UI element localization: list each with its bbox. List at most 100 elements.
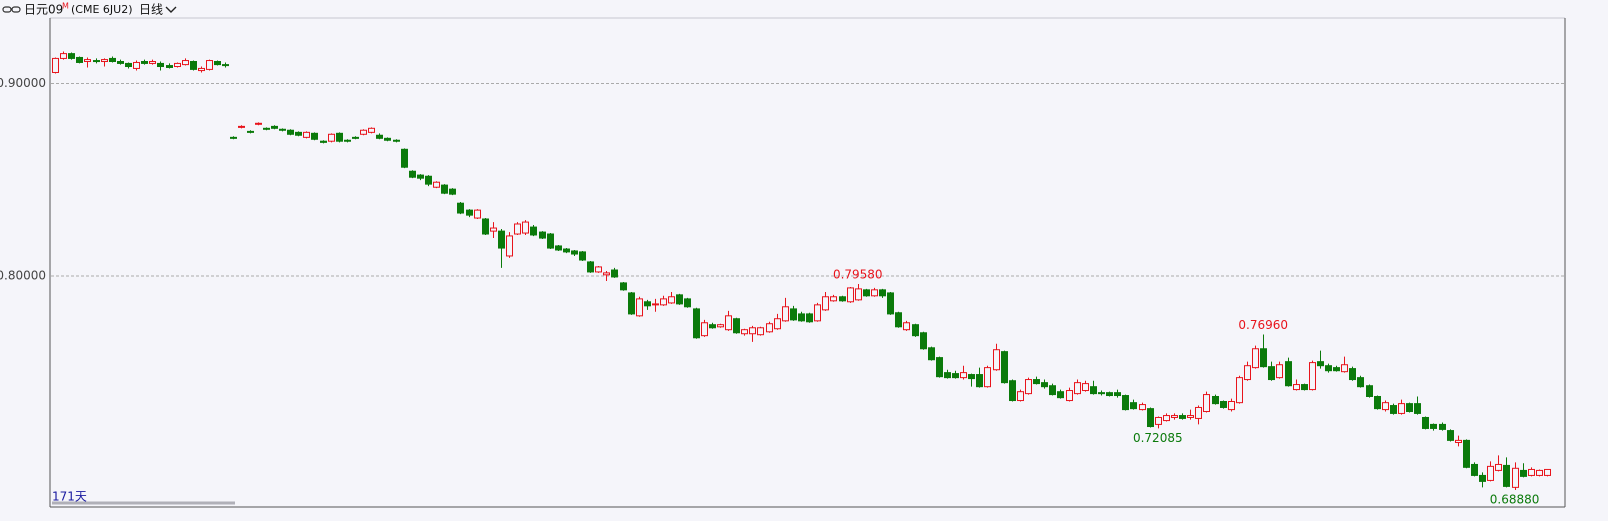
candle-body xyxy=(174,62,181,68)
candle-body xyxy=(620,282,627,291)
candle-body xyxy=(693,308,700,339)
candle-body xyxy=(847,287,854,303)
candle-body xyxy=(1074,382,1081,395)
candle-body xyxy=(1090,386,1097,395)
candle-body xyxy=(895,312,902,328)
candle-body xyxy=(628,292,635,315)
candle-body xyxy=(368,127,375,133)
candle-body xyxy=(563,248,570,253)
candle-body xyxy=(384,137,391,141)
contract: (CME 6JU2) xyxy=(71,3,133,16)
candle-body xyxy=(571,250,578,255)
candle-body xyxy=(1001,351,1008,384)
candle-body xyxy=(660,298,667,306)
candle-body xyxy=(1536,469,1543,476)
candle-body xyxy=(295,131,302,136)
candle-body xyxy=(595,266,602,273)
candle-body xyxy=(474,209,481,219)
candle-body xyxy=(717,324,724,328)
candle-body xyxy=(449,188,456,195)
candle-body xyxy=(263,127,270,130)
candle-body xyxy=(1382,402,1389,411)
candle-body xyxy=(457,202,464,214)
candle-body xyxy=(287,129,294,135)
candle-body xyxy=(903,322,910,331)
candle-body xyxy=(863,289,870,297)
period-dropdown[interactable] xyxy=(165,6,177,13)
candle-body xyxy=(1244,365,1251,381)
candle-body xyxy=(1017,391,1024,402)
candle-body xyxy=(182,60,189,66)
candle-body xyxy=(84,59,91,63)
candle-body xyxy=(1544,468,1551,476)
candle-body xyxy=(417,174,424,179)
candle-body xyxy=(1398,403,1405,414)
candle-body xyxy=(1309,362,1316,391)
candle-body xyxy=(741,329,748,335)
candle-body xyxy=(733,318,740,334)
candle-body xyxy=(68,53,75,59)
candle-body xyxy=(822,296,829,311)
candle-body xyxy=(1163,415,1170,422)
low-label: 0.68880 xyxy=(1490,493,1540,507)
candle-body xyxy=(149,61,156,64)
candle-body xyxy=(109,57,116,63)
candle-body xyxy=(603,272,610,276)
candle-body xyxy=(587,261,594,273)
candle-body xyxy=(1495,463,1502,471)
candle-body xyxy=(952,373,959,379)
candle-body xyxy=(547,233,554,249)
candle-body xyxy=(1122,395,1129,411)
candle-body xyxy=(1520,469,1527,477)
candle-body xyxy=(1503,464,1510,487)
symbol[interactable]: 日元09 xyxy=(24,3,63,17)
candle-body xyxy=(766,323,773,333)
candle-body xyxy=(222,64,229,67)
candle-body xyxy=(1406,403,1413,413)
candle-body xyxy=(1041,382,1048,388)
candle-body xyxy=(1057,391,1064,399)
candle-body xyxy=(1349,368,1356,381)
period[interactable]: 日线 xyxy=(139,3,163,17)
candle-body xyxy=(1147,408,1154,428)
candle-body xyxy=(579,251,586,261)
y-tick-label: 0.80000 xyxy=(0,268,46,282)
candle-body xyxy=(1479,474,1486,482)
candle-body xyxy=(303,131,310,138)
candle-body xyxy=(206,60,213,70)
candle-body xyxy=(1528,468,1535,476)
candle-body xyxy=(944,372,951,379)
candle-body xyxy=(684,298,691,308)
candle-body xyxy=(652,303,659,306)
candle-body xyxy=(1285,361,1292,387)
candle-body xyxy=(676,294,683,305)
candle-body xyxy=(1293,384,1300,391)
candle-body xyxy=(782,306,789,322)
candle-body xyxy=(328,133,335,142)
candle-body xyxy=(1187,415,1194,418)
candle-body xyxy=(530,226,537,236)
candle-body xyxy=(774,318,781,330)
candle-body xyxy=(101,59,108,63)
candle-body xyxy=(271,125,278,129)
candle-body xyxy=(855,288,862,301)
candle-body xyxy=(879,289,886,297)
candle-body xyxy=(539,231,546,239)
candle-body xyxy=(1260,348,1267,368)
candle-body xyxy=(1195,406,1202,419)
link-icon[interactable] xyxy=(2,6,21,13)
candle-body xyxy=(157,62,164,68)
candle-body xyxy=(1414,403,1421,414)
candle-body xyxy=(1341,364,1348,373)
candle-body xyxy=(482,218,489,235)
candle-body xyxy=(433,181,440,188)
candle-body xyxy=(214,61,221,66)
candle-body xyxy=(1333,367,1340,372)
badge: M xyxy=(62,2,69,11)
candle-body xyxy=(409,170,416,178)
candle-body xyxy=(1439,423,1446,430)
candle-body xyxy=(611,269,618,278)
candle-body xyxy=(1228,400,1235,411)
candle-body xyxy=(141,61,148,64)
